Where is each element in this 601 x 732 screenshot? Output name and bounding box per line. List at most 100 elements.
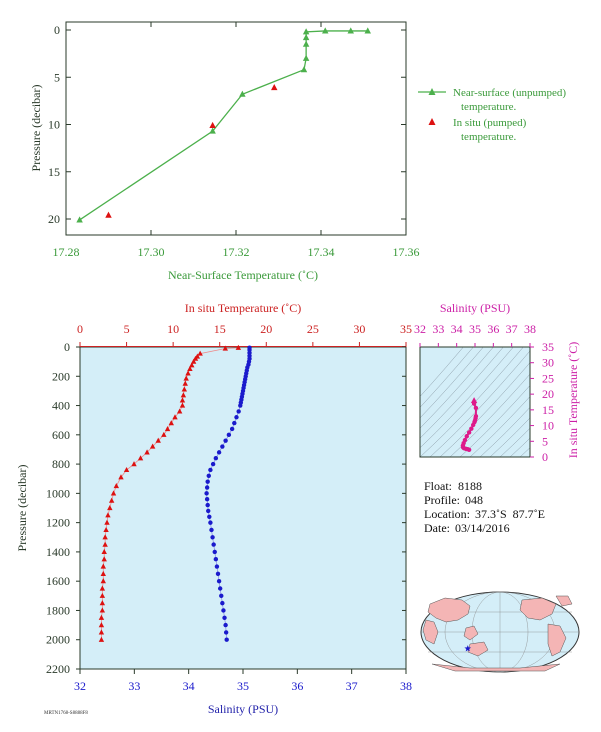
ts-y-tick-label: 35: [542, 340, 554, 354]
temperature-point: [102, 541, 108, 547]
top-x-tick-label: 17.30: [138, 245, 165, 259]
map-land: [422, 595, 573, 672]
salinity-tick-label: 32: [74, 679, 86, 693]
temperature-point: [179, 397, 186, 403]
temperature-point: [182, 380, 188, 386]
ts-x-tick-label: 37: [506, 322, 518, 336]
top-x-tick-label: 17.36: [393, 245, 420, 259]
temperature-point: [98, 636, 105, 642]
ts-y-tick-label: 20: [542, 387, 554, 401]
salinity-tick-label: 34: [183, 679, 195, 693]
salinity-point: [224, 637, 229, 642]
pressure-tick-label: 1000: [46, 486, 70, 500]
top-x-tick-label: 17.32: [223, 245, 250, 259]
ts-point: [470, 422, 476, 428]
salinity-point: [210, 461, 216, 467]
legend-entry-near-surface: Near-surface (unpumped) temperature.: [453, 87, 569, 113]
temperature-point: [99, 607, 106, 613]
near-surface-point: [347, 27, 354, 34]
ts-point: [466, 430, 472, 435]
temperature-tick-label: 0: [77, 322, 83, 336]
in-situ-point: [209, 121, 216, 128]
ts-x-tick-label: 38: [524, 322, 536, 336]
float-location-marker: [464, 645, 472, 652]
salinity-point: [222, 615, 227, 620]
density-contour: [420, 347, 494, 429]
salinity-point: [210, 535, 215, 540]
temperature-point: [155, 437, 161, 443]
date-line: Date: 03/14/2016: [424, 521, 510, 535]
land-south-america: [547, 623, 567, 657]
salinity-point: [234, 415, 239, 420]
near-surface-point: [209, 127, 216, 134]
top-x-tick-label: 17.28: [53, 245, 80, 259]
temperature-point: [190, 358, 197, 364]
float-info: Float: 8188 Profile: 048 Location: 37.3˚S 87…: [424, 479, 545, 535]
in-situ-point: [105, 211, 112, 218]
ts-y-tick-label: 0: [542, 450, 548, 464]
temperature-point: [180, 392, 187, 398]
salinity-point: [204, 485, 210, 490]
density-contour: [509, 437, 530, 457]
salinity-point: [238, 403, 243, 408]
land-australia: [467, 641, 489, 657]
temperature-point: [107, 505, 113, 511]
temperature-point: [99, 592, 106, 598]
float-location-star: [464, 645, 472, 652]
profile-line: Profile: 048: [424, 493, 483, 507]
temperature-point: [161, 431, 167, 437]
ts-title: Salinity (PSU): [440, 301, 510, 315]
profile-chart: 0 5 10 15 20 25 30 35 32 33 34 35 36 37 38 0 200 400 600 80…: [15, 301, 412, 716]
land-antarctica: [431, 663, 561, 672]
top-y-axis-label: Pressure (decibar): [29, 85, 43, 172]
salinity-tick-label: 36: [291, 679, 303, 693]
temperature-point: [181, 386, 188, 392]
near-surface-point: [300, 66, 308, 73]
density-contour: [499, 427, 530, 457]
top-y-tick-label: 5: [54, 70, 60, 84]
temperature-point: [104, 519, 110, 525]
top-chart-ticks: [65, 22, 407, 235]
salinity-point: [220, 600, 225, 606]
legend-entry-in-situ-line1: In situ (pumped): [453, 117, 527, 129]
temperature-tick-label: 25: [307, 322, 319, 336]
temperature-tick-label: 5: [124, 322, 130, 336]
density-contour: [420, 347, 514, 449]
top-y-tick-label: 10: [48, 118, 60, 132]
salinity-point: [204, 497, 210, 502]
salinity-point: [207, 514, 212, 519]
ts-y-tick-label: 5: [542, 434, 548, 448]
salinity-tick-label: 35: [237, 679, 249, 693]
temperature-point: [101, 556, 107, 562]
world-map: [420, 591, 580, 673]
ts-y-axis-label: In situ Temperature (˚C): [566, 342, 580, 459]
salinity-point: [223, 630, 229, 635]
top-y-tick-label: 15: [48, 165, 60, 179]
near-surface-point: [239, 90, 246, 97]
salinity-point: [220, 444, 225, 449]
pressure-tick-label: 0: [64, 340, 70, 354]
salinity-point: [214, 564, 220, 569]
ts-point: [464, 434, 469, 439]
temperature-point: [100, 563, 106, 569]
salinity-point: [206, 473, 211, 478]
density-contour: [420, 347, 504, 439]
float-value: 8188: [458, 479, 482, 493]
temperature-axis-title: In situ Temperature (˚C): [185, 301, 302, 315]
temperature-point: [137, 455, 144, 461]
temperature-point: [131, 461, 137, 467]
profile-label: Profile:: [424, 493, 460, 507]
temperature-point: [168, 420, 174, 426]
top-y-tick-label: 0: [54, 23, 60, 37]
salinity-point: [221, 608, 226, 613]
temperature-point: [197, 350, 203, 356]
top-y-tick-label: 20: [48, 212, 60, 226]
temperature-tick-label: 35: [400, 322, 412, 336]
salinity-point: [223, 438, 228, 443]
ts-point: [473, 405, 479, 411]
temperature-point: [123, 466, 130, 473]
near-surface-point: [302, 33, 310, 41]
salinity-point: [217, 586, 223, 591]
